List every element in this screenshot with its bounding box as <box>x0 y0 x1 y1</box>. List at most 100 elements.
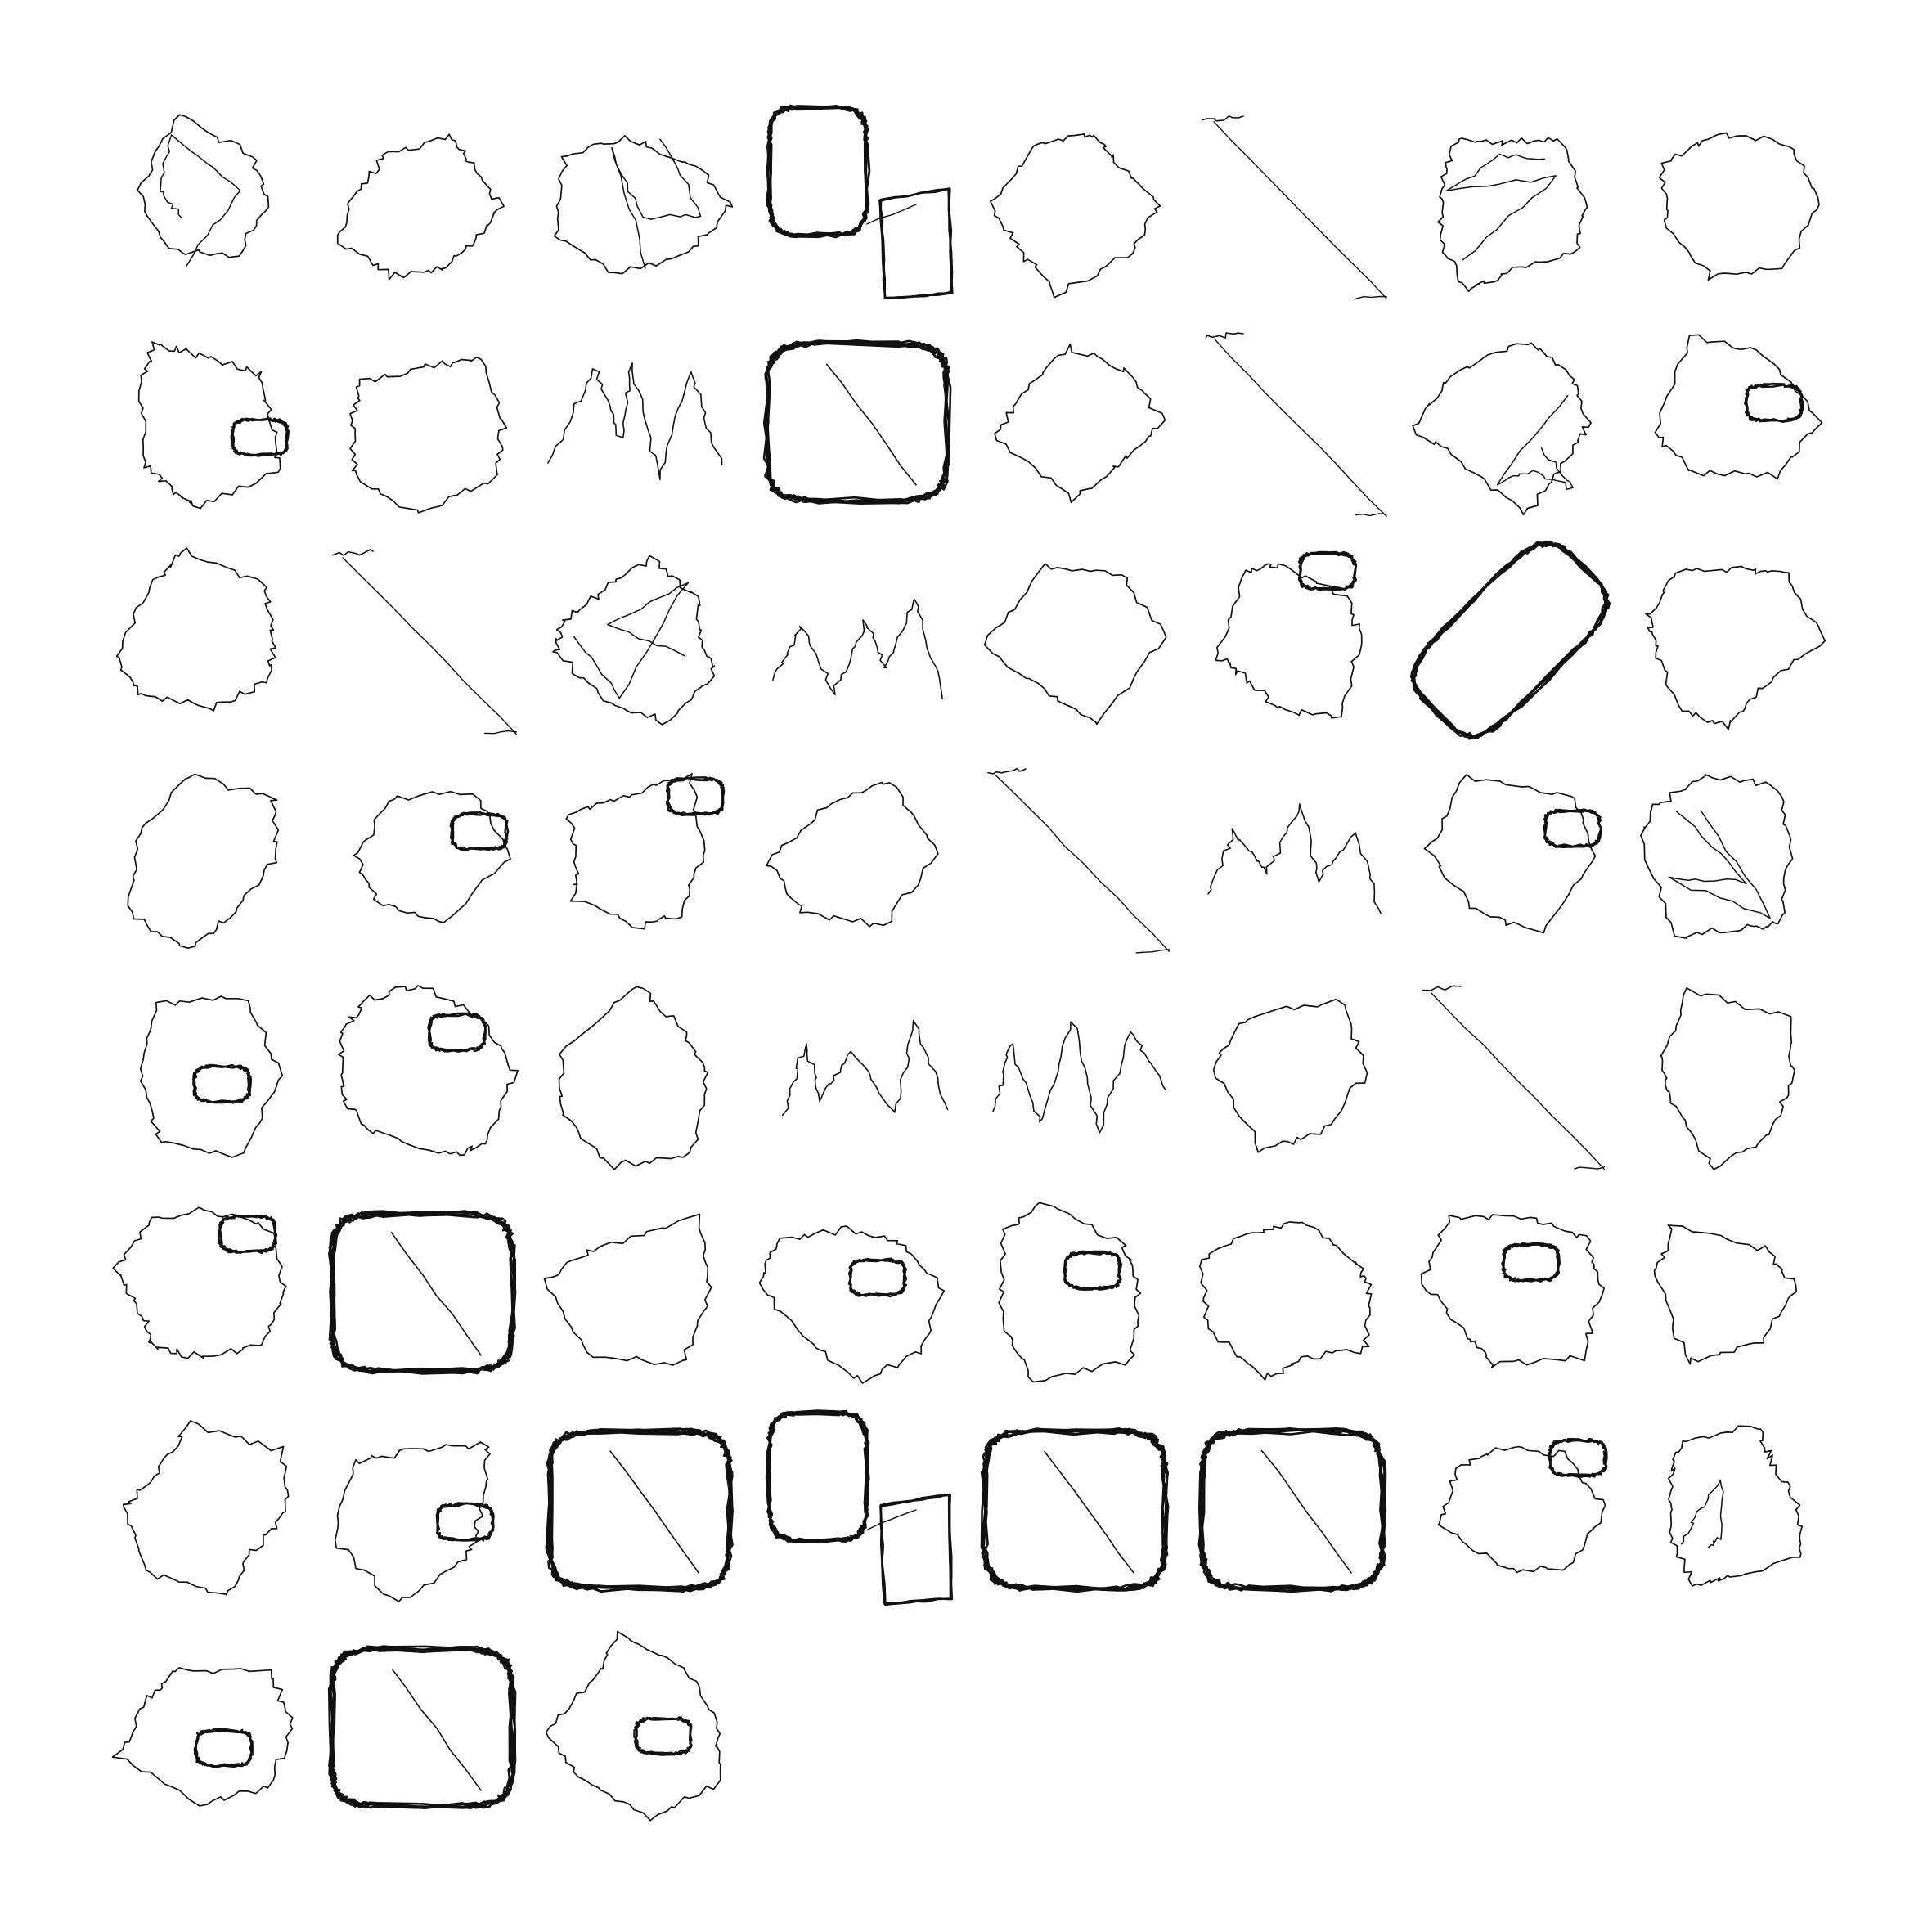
sketch-jagged-polygon <box>336 133 505 281</box>
sketch-double-rect-heavy <box>765 1409 954 1606</box>
stroke-outline <box>1654 334 1823 480</box>
stroke-outline <box>763 339 952 505</box>
stroke-outline <box>980 1428 1169 1592</box>
stroke-outline <box>338 985 519 1157</box>
stroke-outline <box>764 339 950 504</box>
stroke-outline <box>1197 1427 1386 1593</box>
stroke-diagonal <box>1213 121 1387 299</box>
sketch-jagged-polygon <box>1660 986 1795 1170</box>
stroke-loop <box>634 1716 692 1756</box>
sketch-wedge-with-oval <box>1423 774 1602 934</box>
stroke-outline <box>983 563 1167 726</box>
sketch-split-polygon <box>1640 774 1794 939</box>
stroke-outline <box>879 1493 952 1606</box>
stroke-strand <box>1668 810 1771 919</box>
stroke-tail <box>1353 295 1387 300</box>
sketch-long-diagonal <box>1202 115 1387 300</box>
stroke-outline <box>545 1427 734 1593</box>
sketch-jagged-strand <box>1207 803 1382 914</box>
stroke-outline <box>1410 541 1609 739</box>
sketch-jagged-polygon <box>558 986 709 1170</box>
stroke-outline <box>1199 1428 1386 1593</box>
stroke-strand <box>772 599 943 700</box>
stroke-loop <box>428 1012 487 1053</box>
stroke-outline <box>878 187 954 299</box>
sketch-diagonal-oval-heavy <box>1409 540 1611 740</box>
stroke-outline <box>1437 1445 1606 1574</box>
stroke-outline <box>552 555 716 726</box>
sketch-jagged-polygon <box>127 773 280 950</box>
stroke-outline <box>767 1410 870 1543</box>
stroke-loop <box>193 1728 254 1768</box>
stroke-outline <box>879 187 954 299</box>
stroke-diagonal <box>825 363 917 486</box>
stroke-diagonal <box>995 775 1170 952</box>
stroke-outline <box>763 340 950 505</box>
stroke-strand <box>573 582 690 699</box>
stroke-strand <box>547 362 723 481</box>
sketch-polygon-with-rounded-loop <box>1654 334 1823 480</box>
sketch-tangled-loop <box>1667 1425 1804 1587</box>
stroke-outline <box>764 341 950 504</box>
stroke-loop <box>848 1257 908 1297</box>
stroke-strand <box>781 1020 949 1117</box>
stroke-loop <box>231 417 290 457</box>
stroke-outline <box>327 1645 515 1809</box>
stroke-outline <box>766 1410 869 1544</box>
stroke-loop <box>427 1013 487 1053</box>
stroke-outline <box>122 1420 290 1596</box>
sketch-jagged-polygon <box>1653 1224 1798 1365</box>
sketch-wedge-with-oval <box>565 772 726 930</box>
stroke-outline <box>1198 1427 1386 1593</box>
stroke-diagonal <box>609 1450 699 1574</box>
stroke-outline <box>328 1210 517 1375</box>
stroke-outline <box>982 1428 1169 1592</box>
stroke-loop <box>192 1064 252 1103</box>
sketch-long-diagonal <box>1422 985 1605 1170</box>
stroke-outline <box>115 547 276 712</box>
stroke-outline <box>545 1630 721 1822</box>
stroke-outline <box>766 105 869 237</box>
stroke-outline <box>336 133 505 281</box>
sketch-jagged-polygon <box>994 343 1166 504</box>
stroke-outline <box>1437 137 1588 293</box>
stroke-outline <box>137 341 281 510</box>
stroke-outline <box>764 339 950 505</box>
stroke-outline <box>766 105 871 239</box>
stroke-tail <box>1355 513 1387 517</box>
stroke-outline <box>1412 342 1592 516</box>
sketch-jagged-polygon <box>983 563 1167 726</box>
sketch-jagged-polygon <box>122 1420 290 1596</box>
stroke-outline <box>1412 541 1609 740</box>
stroke-outline <box>329 1210 515 1374</box>
stroke-loop <box>633 1717 693 1756</box>
stroke-loop <box>231 417 289 457</box>
sketch-jagged-polygon <box>766 781 939 928</box>
sketch-jagged-strand <box>547 362 723 481</box>
stroke-outline <box>546 1428 731 1591</box>
stroke-outline <box>766 1409 870 1543</box>
stroke-diagonal <box>390 1232 482 1356</box>
stroke-loop <box>666 776 725 816</box>
stroke-outline <box>994 343 1166 504</box>
stroke-loop <box>450 811 510 851</box>
stroke-outline <box>546 1428 734 1592</box>
stroke-outline <box>765 1409 869 1543</box>
stroke-head <box>332 549 374 556</box>
stroke-outline <box>330 1645 516 1809</box>
sketch-long-diagonal <box>1205 332 1387 517</box>
stroke-outline <box>1645 565 1826 730</box>
stroke-loop <box>1297 552 1357 591</box>
stroke-loop <box>1543 808 1602 848</box>
stroke-outline <box>328 1645 517 1808</box>
stroke-diagonal <box>342 557 517 735</box>
stroke-outline <box>1212 998 1368 1153</box>
sketch-rounded-rect-heavy <box>545 1427 734 1593</box>
sketch-polygon-with-rounded-loop <box>998 1202 1142 1383</box>
stroke-strand <box>1207 803 1382 914</box>
stroke-loop <box>1297 550 1357 591</box>
sketch-polygon-with-rounded-loop <box>1420 1214 1605 1368</box>
stroke-outline <box>329 1211 514 1375</box>
stroke-loop <box>449 812 510 851</box>
